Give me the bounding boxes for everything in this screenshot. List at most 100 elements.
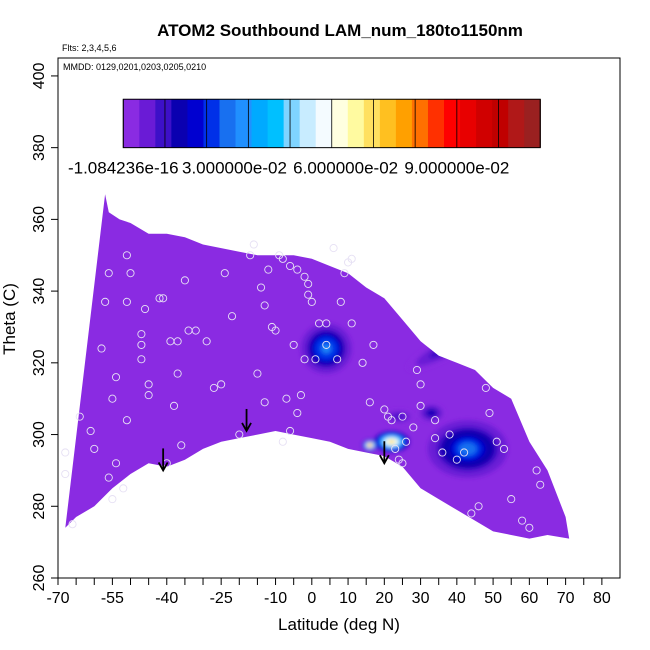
x-tick-label: -55 <box>101 590 124 607</box>
x-tick-label: 0 <box>307 590 316 607</box>
y-tick-label: 400 <box>31 62 48 89</box>
observation-point <box>271 326 280 335</box>
x-tick-label: 20 <box>375 590 393 607</box>
x-tick-label: -25 <box>210 590 233 607</box>
observation-point <box>365 398 374 407</box>
dates-subtitle: MMDD: 0129,0201,0203,0205,0210 <box>63 62 206 72</box>
concentration-blob <box>362 439 378 452</box>
observation-point <box>180 276 189 285</box>
observation-point <box>369 340 378 349</box>
observation-point <box>217 380 226 389</box>
x-tick-label: -10 <box>264 590 287 607</box>
observation-point <box>380 405 389 414</box>
chart-title: ATOM2 Southbound LAM_num_180to1150nm <box>157 21 523 40</box>
observation-point <box>68 520 77 529</box>
observation-point <box>144 380 153 389</box>
observation-point <box>137 355 146 364</box>
observation-point <box>300 272 309 281</box>
observation-point <box>104 473 113 482</box>
colorbar-swatch <box>267 99 285 148</box>
observation-point <box>286 261 295 271</box>
observation-point <box>126 269 135 278</box>
blob-ring <box>389 440 394 443</box>
observation-point <box>329 244 338 253</box>
observation-point <box>347 254 356 263</box>
y-axis-label: Theta (C) <box>0 283 19 355</box>
observation-point <box>119 484 128 493</box>
observation-point <box>532 466 541 475</box>
observation-point <box>416 380 425 389</box>
observation-point <box>467 509 476 518</box>
observation-point <box>304 279 313 288</box>
observation-point <box>278 254 287 263</box>
observation-point <box>387 416 396 425</box>
observation-point <box>209 383 218 392</box>
x-tick-label: -40 <box>155 590 178 607</box>
blob-ring <box>368 444 371 447</box>
observation-point <box>191 326 200 335</box>
observation-point <box>101 297 110 306</box>
colorbar-swatch <box>524 99 541 148</box>
observation-point <box>347 319 356 328</box>
observation-point <box>445 430 454 439</box>
colorbar-swatch <box>444 99 461 148</box>
observation-point <box>492 437 501 446</box>
colorbar-tick-label: -1.084236e-16 <box>68 159 179 178</box>
colorbar-swatch <box>123 99 140 148</box>
observation-point <box>104 269 113 278</box>
colorbar-swatch <box>315 99 333 148</box>
observation-point <box>518 516 527 525</box>
observation-point <box>431 416 440 425</box>
observation-point <box>358 358 367 367</box>
colorbar-swatch <box>187 99 205 148</box>
observation-point <box>177 441 186 450</box>
colorbar-swatch <box>379 99 397 148</box>
colorbar-swatch <box>219 99 237 148</box>
concentration-blob <box>427 420 508 478</box>
observation-point <box>398 412 407 421</box>
concentration-blob <box>373 430 410 453</box>
observation-point <box>402 437 411 446</box>
observation-point <box>507 495 516 504</box>
y-tick-label: 340 <box>31 278 48 305</box>
observation-point <box>416 401 425 410</box>
observation-point <box>111 373 121 382</box>
blob-ring <box>437 343 455 354</box>
observation-point <box>499 444 509 453</box>
y-tick-label: 300 <box>31 421 48 448</box>
colorbar-swatch <box>139 99 156 148</box>
observation-point <box>307 297 316 306</box>
x-tick-label: 10 <box>339 590 357 607</box>
colorbar-swatch <box>363 99 381 148</box>
observation-point <box>391 444 400 453</box>
plot-frame <box>57 57 621 579</box>
observation-point <box>300 355 309 364</box>
observation-point <box>111 459 121 468</box>
arrow-head <box>379 454 390 466</box>
observation-point <box>536 480 545 489</box>
observation-point <box>249 240 258 249</box>
observation-point <box>264 265 273 274</box>
observation-point <box>336 297 345 306</box>
observation-point <box>137 330 146 339</box>
observation-point <box>289 340 298 349</box>
observation-point <box>438 448 447 457</box>
x-axis: -70 -55 -40 -25 -10 0 10 20 30 40 50 60 70 80 <box>46 578 611 607</box>
observation-point <box>304 290 313 299</box>
y-tick-label: 360 <box>31 206 48 233</box>
observation-point <box>460 448 469 457</box>
arrow-markers <box>157 408 390 473</box>
observation-point <box>431 434 440 443</box>
observation-point <box>293 265 302 274</box>
observation-point <box>235 430 244 439</box>
x-tick-label: 80 <box>593 590 611 607</box>
observation-point <box>253 369 262 378</box>
observation-point <box>137 340 146 349</box>
colorbar-swatch <box>347 99 365 148</box>
observation-point <box>296 391 305 400</box>
colorbar-tick-label: 9.000000e-02 <box>404 159 509 178</box>
y-axis: 260 280 300 320 340 360 380 400 <box>31 62 58 591</box>
observation-point <box>90 444 99 453</box>
observation-point <box>311 355 320 364</box>
observation-point <box>340 269 349 278</box>
